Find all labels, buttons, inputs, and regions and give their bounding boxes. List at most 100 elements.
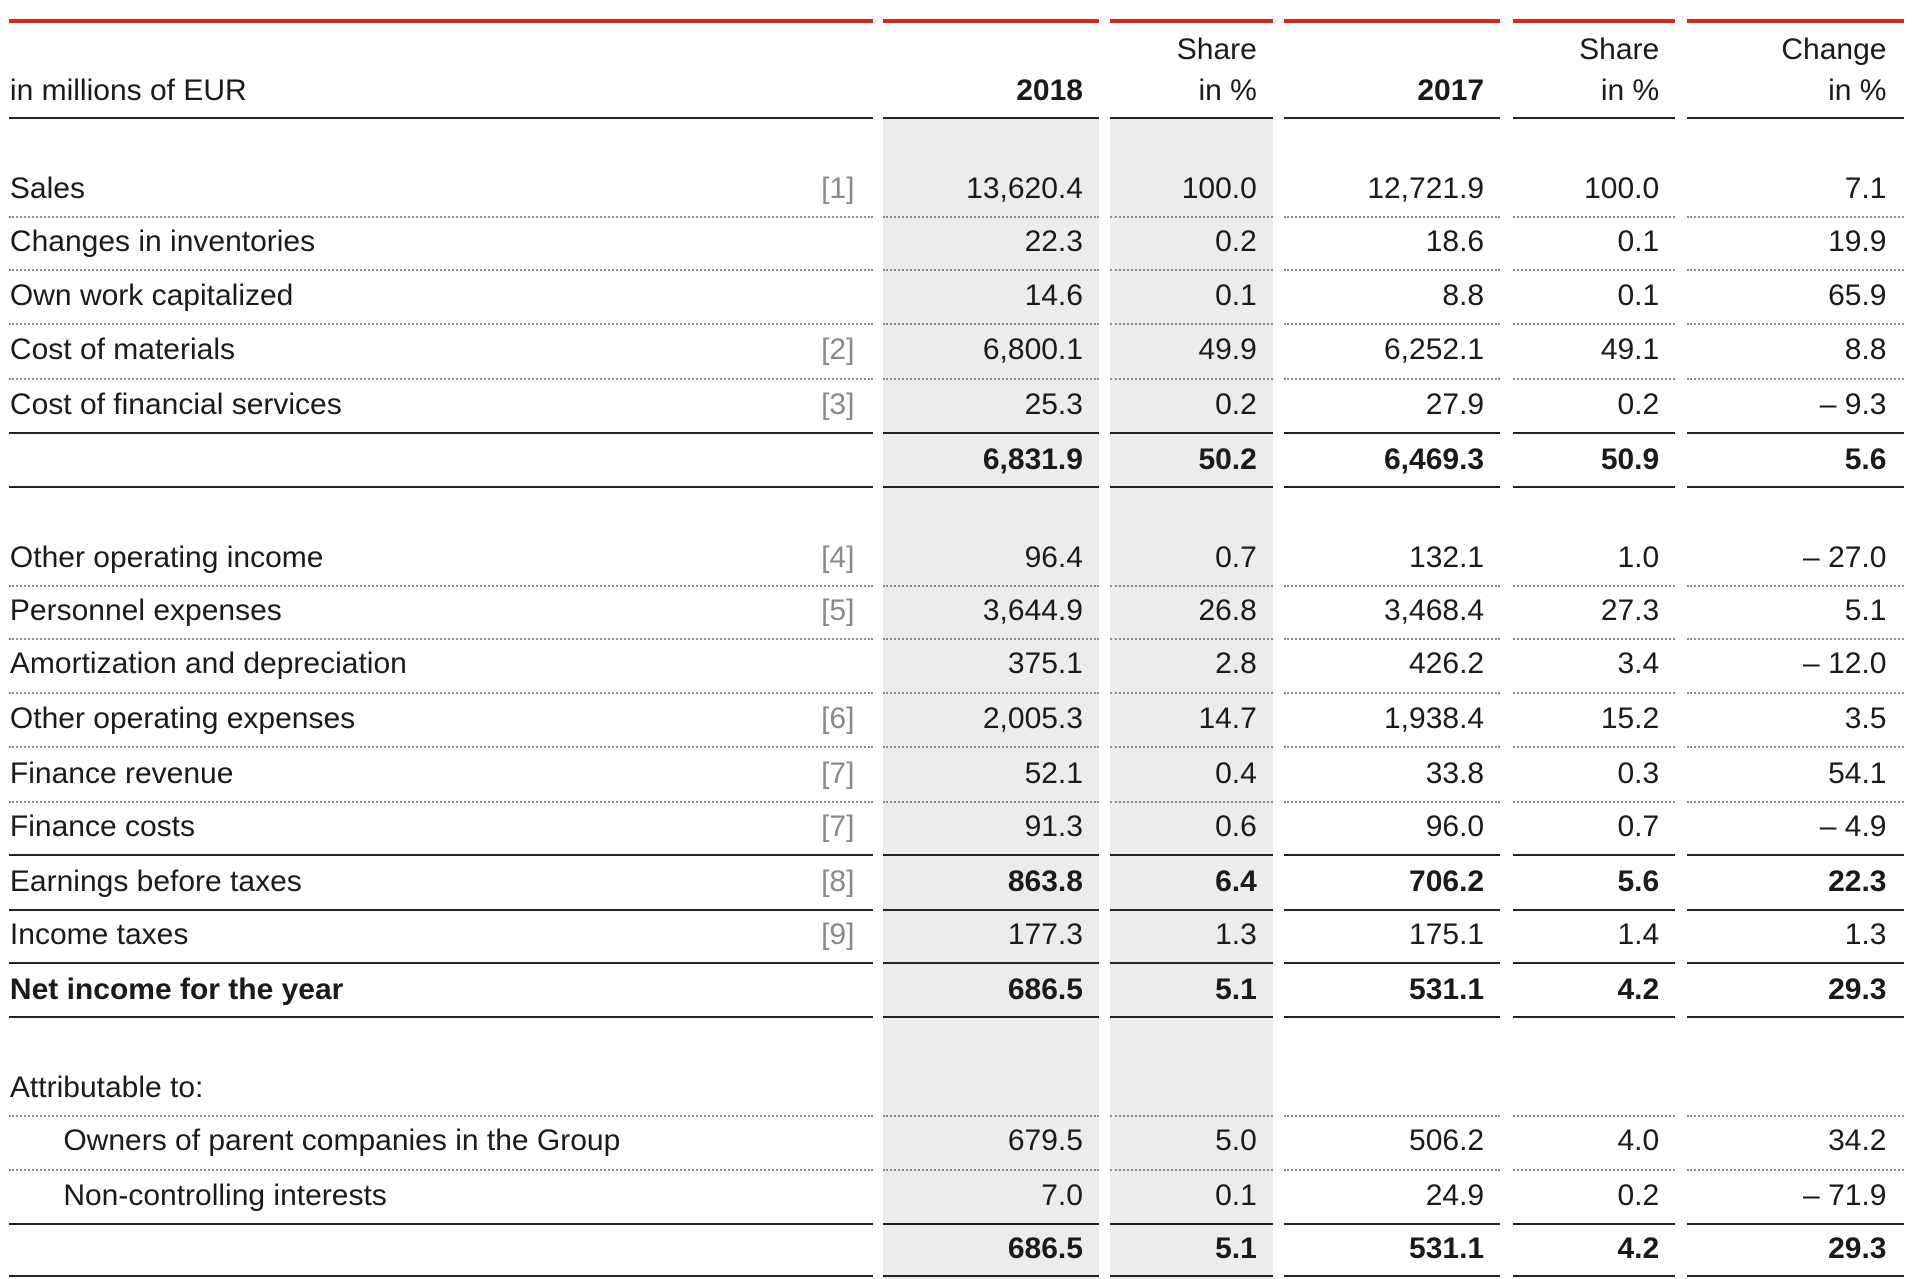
row-rule-13-5 xyxy=(1686,962,1904,965)
row-rule-11-4 xyxy=(1512,854,1676,857)
value-cell: 686.5 xyxy=(1007,972,1083,1006)
value-cell: 26.8 xyxy=(1198,594,1257,628)
row-label: Changes in inventories xyxy=(9,225,316,259)
section-rule-b-5 xyxy=(1686,1015,1904,1018)
value-cell: 132.1 xyxy=(1409,540,1485,574)
value-cell: 5.6 xyxy=(1617,864,1660,898)
section-rule-a-3 xyxy=(1284,485,1501,488)
value-cell: 12,721.9 xyxy=(1367,171,1485,205)
value-cell: 1,938.4 xyxy=(1384,702,1485,736)
value-cell: 0.4 xyxy=(1215,756,1257,790)
value-cell: 6,831.9 xyxy=(982,442,1083,476)
row-label: Amortization and depreciation xyxy=(9,647,407,681)
value-cell: 19.9 xyxy=(1828,225,1887,259)
row-rule-10-2 xyxy=(1110,801,1273,804)
value-cell: 29.3 xyxy=(1828,972,1887,1006)
value-cell: 96.4 xyxy=(1024,540,1083,574)
row-rule-11-5 xyxy=(1686,854,1904,857)
value-cell: 49.9 xyxy=(1198,333,1257,367)
row-rule-9-0 xyxy=(8,746,874,749)
row-rule-3-3 xyxy=(1284,377,1501,380)
value-cell: 5.0 xyxy=(1215,1124,1257,1158)
value-cell: 506.2 xyxy=(1409,1124,1485,1158)
header-bottom-rule-1 xyxy=(883,116,1100,119)
column-header-2-line2: 2017 xyxy=(1417,73,1485,107)
section-rule-a-0 xyxy=(8,485,874,488)
value-cell: – 9.3 xyxy=(1819,387,1887,421)
row-rule-7-1 xyxy=(883,638,1100,641)
value-cell: 27.3 xyxy=(1600,594,1660,628)
note-reference: [9] xyxy=(821,918,855,952)
value-cell: 18.6 xyxy=(1425,225,1485,259)
row-rule-1-1 xyxy=(883,269,1100,272)
row-label: Income taxes xyxy=(9,918,189,952)
row-rule-9-2 xyxy=(1110,746,1273,749)
header-top-rule-3 xyxy=(1284,18,1501,23)
row-rule-0-4 xyxy=(1512,216,1676,219)
value-cell: 375.1 xyxy=(1007,647,1083,681)
row-rule-10-0 xyxy=(8,801,874,804)
value-cell: 49.1 xyxy=(1600,333,1660,367)
section-rule-a-1 xyxy=(883,485,1100,488)
value-cell: 33.8 xyxy=(1425,756,1485,790)
header-top-rule-1 xyxy=(883,18,1100,23)
row-rule-9-5 xyxy=(1686,746,1904,749)
row-rule-9-1 xyxy=(883,746,1100,749)
row-rule-7-0 xyxy=(8,638,874,641)
row-rule-1-2 xyxy=(1110,269,1273,272)
value-cell: 0.6 xyxy=(1215,810,1257,844)
row-rule-10-3 xyxy=(1284,801,1501,804)
header-top-rule-5 xyxy=(1686,18,1904,23)
section-rule-b-0 xyxy=(8,1015,874,1018)
value-cell: 0.1 xyxy=(1215,278,1257,312)
row-label: Cost of financial services xyxy=(9,387,342,421)
note-reference: [2] xyxy=(821,333,855,367)
section-rule-a-5 xyxy=(1686,485,1904,488)
header-bottom-rule-2 xyxy=(1110,116,1273,119)
row-rule-3-2 xyxy=(1110,377,1273,380)
value-cell: 4.2 xyxy=(1617,972,1660,1006)
value-cell: 6,252.1 xyxy=(1384,333,1485,367)
row-rule-11-2 xyxy=(1110,854,1273,857)
section-rule-b-4 xyxy=(1512,1015,1676,1018)
row-rule-12-0 xyxy=(8,909,874,912)
note-reference: [7] xyxy=(821,756,855,790)
row-rule-2-1 xyxy=(883,322,1100,325)
row-rule-0-2 xyxy=(1110,216,1273,219)
row-rule-2-0 xyxy=(8,322,874,325)
unit-label: in millions of EUR xyxy=(9,73,247,107)
row-rule-3-0 xyxy=(8,377,874,380)
value-cell: 13,620.4 xyxy=(966,171,1083,205)
row-rule-17-5 xyxy=(1686,1223,1904,1226)
row-rule-10-5 xyxy=(1686,801,1904,804)
value-cell: 0.2 xyxy=(1215,225,1257,259)
row-rule-1-3 xyxy=(1284,269,1501,272)
value-cell: 706.2 xyxy=(1409,864,1485,898)
row-rule-2-3 xyxy=(1284,322,1501,325)
row-rule-13-0 xyxy=(8,962,874,965)
row-rule-1-5 xyxy=(1686,269,1904,272)
value-cell: 177.3 xyxy=(1007,918,1083,952)
value-cell: 0.1 xyxy=(1215,1178,1257,1212)
row-rule-16-1 xyxy=(883,1168,1100,1171)
value-cell: 2.8 xyxy=(1215,647,1257,681)
row-rule-6-2 xyxy=(1110,584,1273,587)
value-cell: 3.5 xyxy=(1844,702,1887,736)
value-cell: 0.2 xyxy=(1617,387,1660,421)
value-cell: 6,469.3 xyxy=(1384,442,1485,476)
row-rule-4-4 xyxy=(1512,432,1676,435)
row-rule-16-3 xyxy=(1284,1168,1501,1171)
row-rule-16-4 xyxy=(1512,1168,1676,1171)
value-cell: 3,644.9 xyxy=(982,594,1083,628)
row-rule-7-2 xyxy=(1110,638,1273,641)
header-bottom-rule-3 xyxy=(1284,116,1501,119)
row-rule-10-1 xyxy=(883,801,1100,804)
row-rule-11-0 xyxy=(8,854,874,857)
row-rule-17-3 xyxy=(1284,1223,1501,1226)
row-label: Net income for the year xyxy=(9,972,344,1006)
row-rule-4-2 xyxy=(1110,432,1273,435)
row-rule-12-4 xyxy=(1512,909,1676,912)
row-rule-7-3 xyxy=(1284,638,1501,641)
value-cell: 100.0 xyxy=(1584,171,1660,205)
value-cell: 0.2 xyxy=(1617,1178,1660,1212)
